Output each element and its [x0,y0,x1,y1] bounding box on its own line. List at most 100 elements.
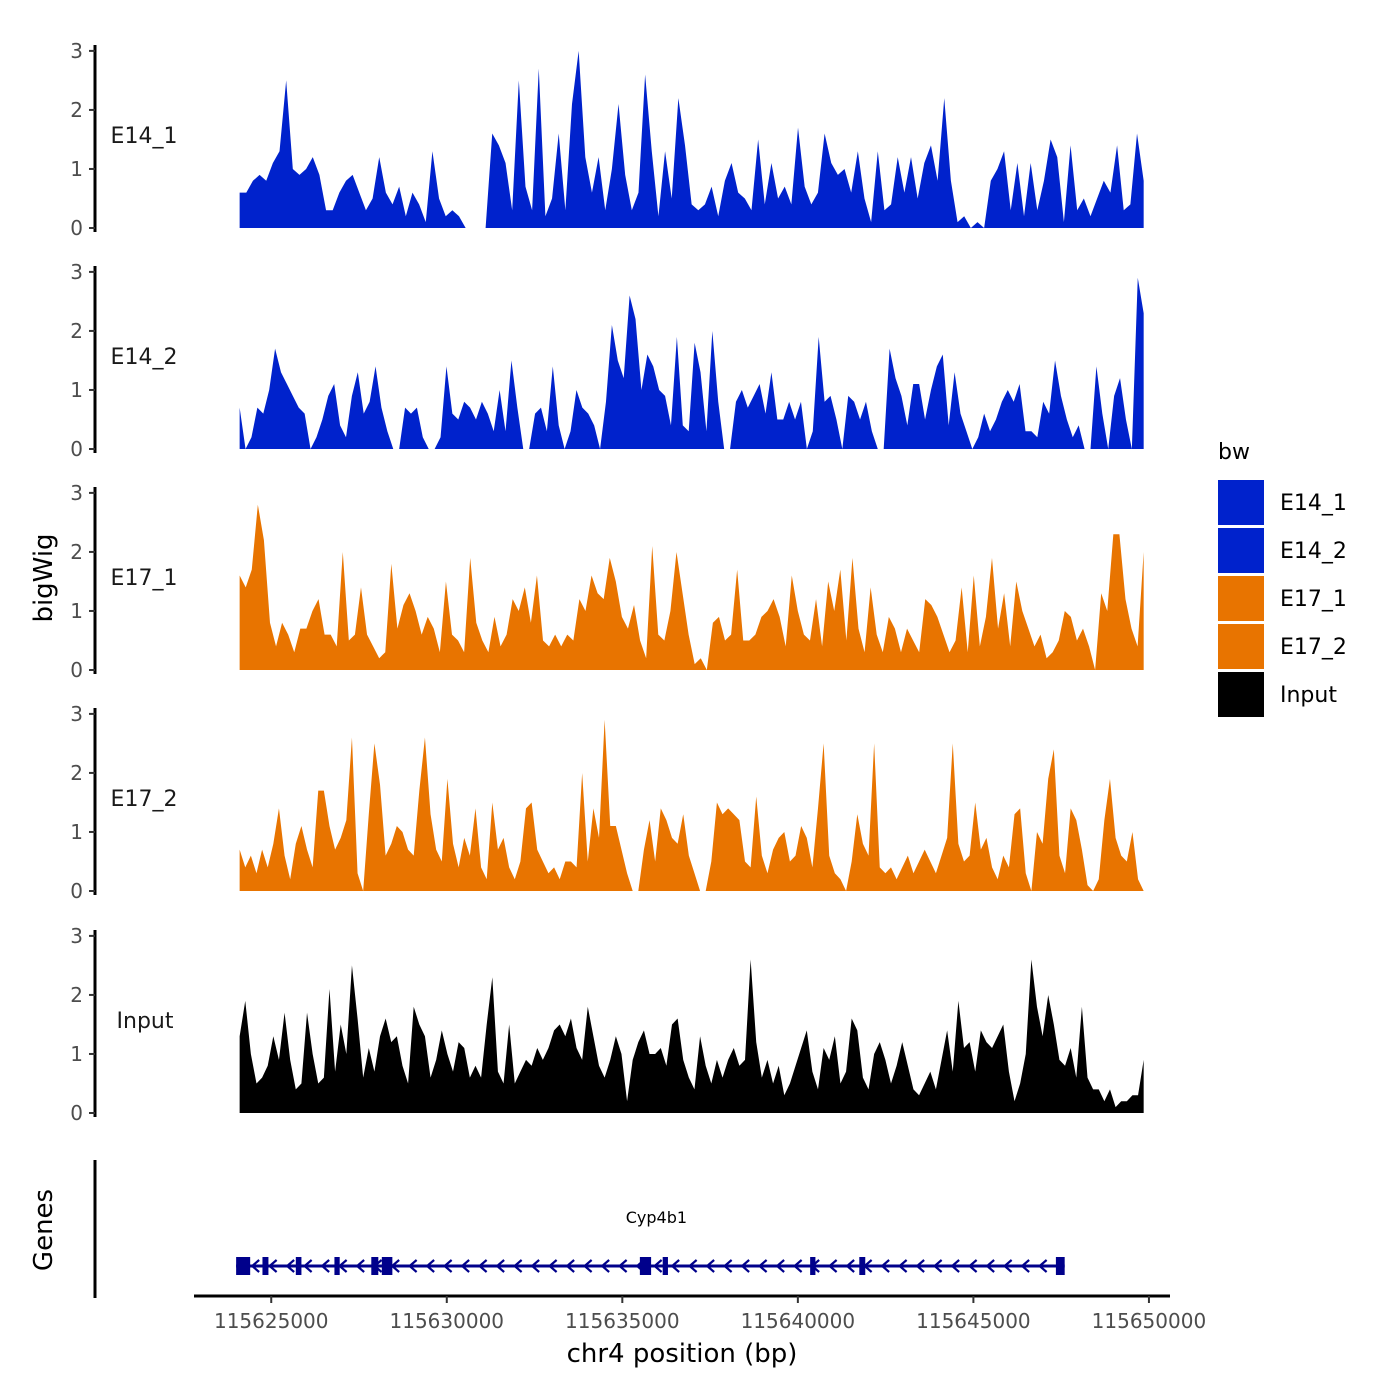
gene-exon [1055,1257,1065,1275]
y-tick-label: 1 [70,157,83,181]
track-label: E14_2 [111,345,178,370]
x-tick-label: 115630000 [390,1309,505,1333]
strand-arrow [740,1259,750,1273]
y-tick-label: 3 [70,924,83,948]
legend-label: E17_2 [1280,635,1347,660]
strand-arrow [530,1259,540,1273]
gene-exon [236,1257,251,1275]
legend-swatch-e14_1 [1218,480,1264,525]
y-tick-label: 2 [70,98,83,122]
strand-arrow [687,1259,698,1273]
legend-title: bw [1218,440,1250,465]
track-e14_1: 0 1 2 3 E14_1 [70,39,1144,240]
y-axis-title: bigWig [29,533,59,622]
strand-arrow [425,1259,435,1273]
y-tick-label: 2 [70,761,83,785]
genes-panel: Cyp4b1 [93,1160,1065,1298]
strand-arrow [477,1259,488,1273]
strand-arrow [547,1259,558,1273]
strand-arrow [1002,1259,1013,1273]
strand-arrow [845,1259,855,1273]
gene-exon [295,1257,302,1275]
strand-arrow [302,1259,313,1273]
y-tick-label: 1 [70,378,83,402]
strand-arrow [985,1259,995,1273]
legend-swatch-e17_2 [1218,624,1264,669]
signal-area-e17_2 [239,719,1144,891]
strand-arrow [495,1259,505,1273]
strand-arrow [757,1259,768,1273]
strand-arrow [705,1259,715,1273]
gene-exon [262,1257,269,1275]
signal-area-e14_2 [239,277,1144,449]
y-tick-label: 0 [70,437,83,461]
strand-arrow [617,1259,628,1273]
strand-arrow [967,1259,978,1273]
track-e17_2: 0 1 2 3 E17_2 [70,702,1144,903]
strand-arrow [670,1259,680,1273]
legend-swatch-e17_1 [1218,576,1264,621]
track-label: E17_1 [111,566,178,591]
strand-arrow [250,1259,260,1273]
strand-arrow [407,1259,418,1273]
strand-arrow [320,1259,330,1273]
strand-arrow [267,1259,278,1273]
strand-arrow [600,1259,610,1273]
strand-arrow [722,1259,733,1273]
strand-arrow [652,1259,663,1273]
bigwig-tracks: 0 1 2 3 E14_1 0 1 2 3 E14_2 0 1 2 3 E17_1 0 1 2 3 E17_2 0 1 2 3… [70,39,1144,1125]
strand-arrow [460,1259,470,1273]
y-tick-label: 0 [70,658,83,682]
strand-arrow [827,1259,838,1273]
legend-label: Input [1280,683,1337,708]
strand-arrow [1020,1259,1030,1273]
y-tick-label: 2 [70,983,83,1007]
y-tick-label: 2 [70,319,83,343]
track-label: E14_1 [111,124,178,149]
strand-arrow [915,1259,925,1273]
strand-arrow [1037,1259,1048,1273]
y-tick-label: 3 [70,260,83,284]
gene-exon [334,1257,340,1275]
gene-exon [662,1257,668,1275]
y-tick-label: 2 [70,540,83,564]
signal-area-input [239,959,1144,1113]
legend-swatch-e14_2 [1218,528,1264,573]
genes-axis-title: Genes [29,1189,59,1271]
gene-label: Cyp4b1 [626,1208,687,1227]
x-tick-label: 115645000 [916,1309,1031,1333]
y-tick-label: 3 [70,481,83,505]
strand-arrow [582,1259,593,1273]
legend-label: E17_1 [1280,587,1347,612]
legend-label: E14_1 [1280,491,1347,516]
y-tick-label: 0 [70,1101,83,1125]
track-e14_2: 0 1 2 3 E14_2 [70,260,1144,461]
strand-arrow [932,1259,943,1273]
track-label: Input [117,1009,174,1034]
gene-exon [859,1257,866,1275]
gene-exon [639,1257,652,1275]
strand-arrow [950,1259,960,1273]
strand-arrow [285,1259,295,1273]
legend-swatch-input [1218,672,1264,717]
y-tick-label: 1 [70,1042,83,1066]
gene-exon [381,1257,393,1275]
strand-arrow [880,1259,890,1273]
y-tick-label: 0 [70,879,83,903]
y-tick-label: 1 [70,599,83,623]
legend: bw E14_1 E14_2 E17_1 E17_2 Input [1218,440,1347,717]
track-e17_1: 0 1 2 3 E17_1 [70,481,1144,682]
signal-area-e17_1 [239,504,1144,670]
strand-arrow [512,1259,523,1273]
strand-arrow [565,1259,575,1273]
track-label: E17_2 [111,787,178,812]
strand-arrow [775,1259,785,1273]
x-tick-label: 115640000 [741,1309,856,1333]
y-tick-label: 3 [70,39,83,63]
x-axis: 115625000 115630000 115635000 115640000 1156… [194,1294,1206,1333]
x-axis-title: chr4 position (bp) [567,1339,798,1369]
x-tick-label: 115625000 [214,1309,329,1333]
gene-exon [371,1257,379,1275]
y-tick-label: 1 [70,820,83,844]
